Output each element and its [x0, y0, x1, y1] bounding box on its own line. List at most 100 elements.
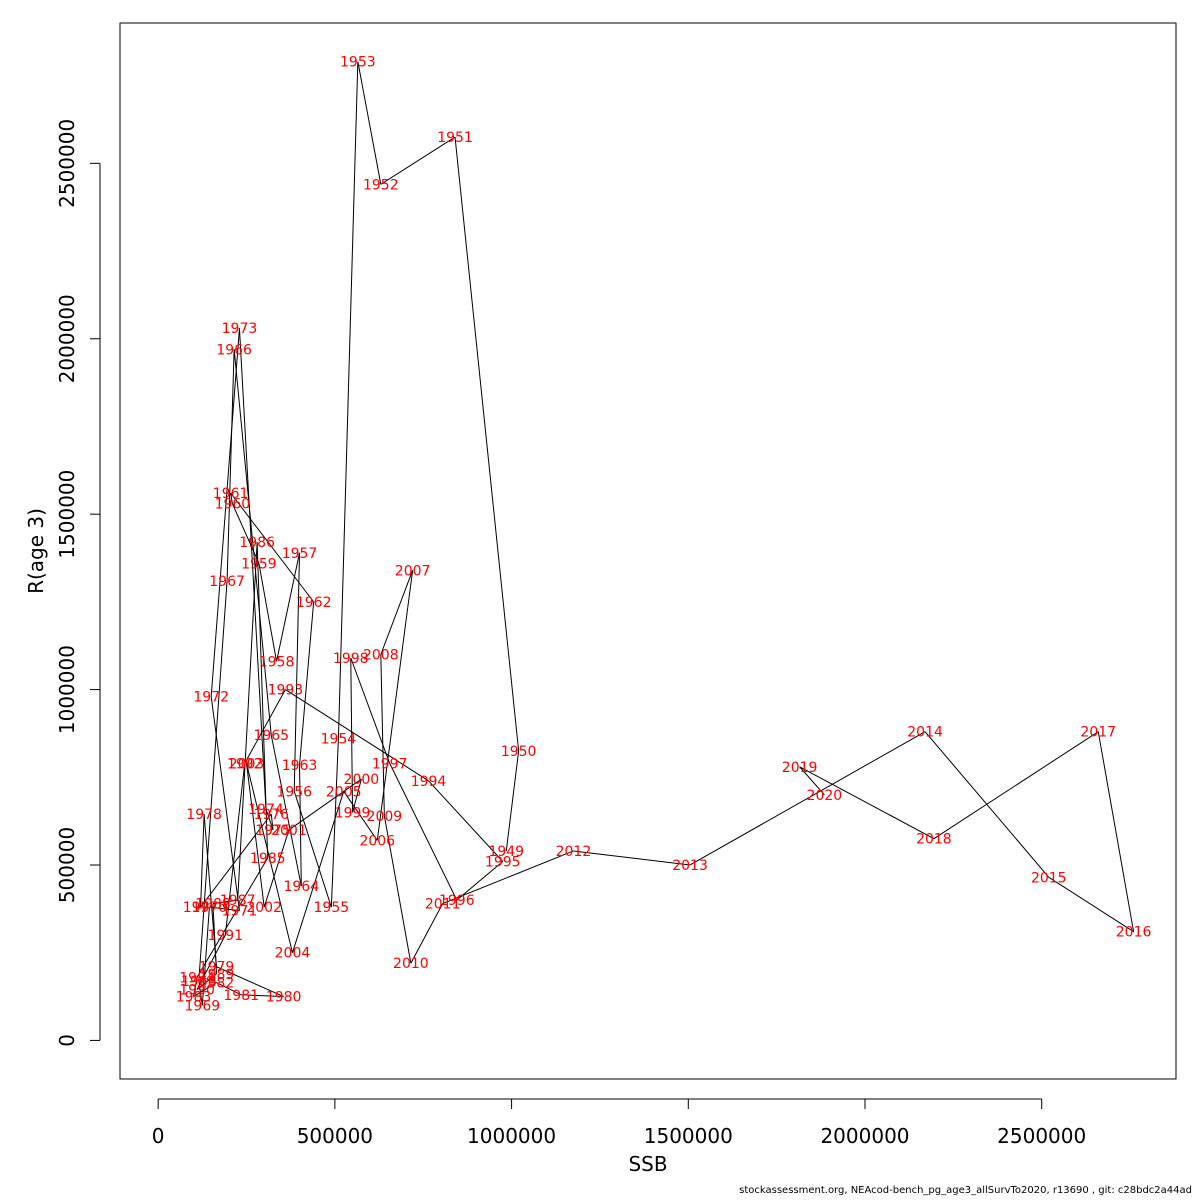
series-segment-2008-2009	[380, 654, 385, 816]
point-label-1994: 1994	[411, 774, 447, 790]
x-tick-label: 2500000	[997, 1124, 1086, 1148]
point-label-2004: 2004	[275, 946, 311, 962]
point-label-1970: 1970	[192, 900, 228, 916]
series-segment-2003-2004	[246, 763, 293, 953]
point-label-1974: 1974	[248, 802, 284, 818]
series-segment-1969-1970	[201, 907, 210, 1006]
point-label-1968: 1968	[181, 974, 217, 990]
point-label-1966: 1966	[216, 342, 252, 358]
point-label-group: 1949 1950 1951 1952 1953 1954 1955 1956 1957 1958…	[176, 55, 1152, 1015]
series-segment-1952-1953	[357, 61, 382, 185]
point-label-2019: 2019	[782, 760, 818, 776]
point-label-1958: 1958	[259, 655, 295, 671]
series-segment-1957-1958	[276, 552, 301, 662]
series-segment-1986-1987	[237, 542, 258, 901]
point-label-2002: 2002	[246, 900, 282, 916]
series-segment-1980-1981	[241, 994, 284, 998]
point-label-1983: 1983	[176, 990, 212, 1006]
series-segment-2009-2010	[383, 815, 412, 964]
point-label-1984: 1984	[179, 970, 215, 986]
point-label-1995: 1995	[485, 854, 521, 870]
series-segment-1993-1994	[285, 689, 429, 782]
series-segment-1983-1984	[193, 977, 198, 997]
series-segment-2015-2016	[1048, 876, 1134, 933]
series-segment-1991-1992	[224, 763, 246, 936]
series-segment-1953-1954	[337, 61, 359, 739]
point-label-1978: 1978	[186, 807, 222, 823]
series-segment-1961-1962	[230, 492, 315, 603]
series-segment-2011-2012	[442, 850, 574, 905]
point-label-1996: 1996	[439, 893, 475, 909]
plot-frame	[119, 22, 1177, 1080]
point-label-1963: 1963	[282, 758, 318, 774]
x-tick-label: 2000000	[820, 1124, 909, 1148]
x-tick-label: 500000	[297, 1124, 373, 1148]
point-label-2015: 2015	[1031, 870, 1067, 886]
series-segment-1971-1972	[210, 696, 240, 911]
series-segment-2004-2005	[291, 791, 345, 953]
series-segment-1989-1990	[196, 973, 217, 990]
point-label-1989: 1989	[199, 967, 235, 983]
point-label-1981: 1981	[223, 988, 259, 1004]
series-segment-1998-1999	[350, 657, 354, 813]
point-label-1973: 1973	[222, 321, 258, 337]
point-label-1949: 1949	[488, 844, 524, 860]
series-segment-1951-1952	[380, 136, 456, 185]
y-tick-label: 2500000	[55, 119, 79, 208]
series-segment-1982-1983	[193, 982, 217, 997]
point-label-1972: 1972	[193, 690, 229, 706]
series-segment-2017-2018	[933, 731, 1099, 840]
y-tick-label: 500000	[55, 827, 79, 903]
series-segment-1950-1951	[454, 136, 520, 752]
series-segment-1975-1976	[270, 814, 274, 830]
point-label-2011: 2011	[425, 897, 461, 913]
series-segment-1981-1982	[216, 982, 242, 996]
series-segment-2013-2014	[689, 731, 926, 866]
point-label-2014: 2014	[907, 725, 943, 741]
y-axis: 0 500000 1000000 1500000 2000000 2500000	[55, 119, 101, 1047]
point-label-2016: 2016	[1116, 925, 1152, 941]
series-segment-1966-1967	[226, 349, 235, 581]
series-segment-1984-1985	[196, 857, 269, 978]
footer-source-text: stockassessment.org, NEAcod-bench_pg_age…	[739, 1185, 1192, 1196]
series-segment-2016-2017	[1097, 731, 1135, 932]
series-segment-2001-2002	[263, 829, 290, 908]
series-segment-1992-1993	[244, 689, 286, 764]
series-segment-2002-2003	[246, 763, 265, 908]
point-label-2013: 2013	[672, 858, 708, 874]
y-tick-label: 0	[55, 1034, 79, 1047]
series-segment-2007-2008	[380, 570, 414, 655]
point-label-1964: 1964	[283, 879, 319, 895]
series-segment-2000-2001	[288, 778, 362, 831]
series-segment-2018-2019	[799, 766, 935, 840]
point-label-2003: 2003	[229, 756, 265, 772]
series-segment-1979-1980	[216, 966, 284, 998]
series-segment-2010-2011	[410, 903, 444, 964]
series-segment-1970-1971	[209, 906, 240, 912]
series-segment-1990-1991	[196, 934, 226, 990]
point-label-2000: 2000	[344, 772, 380, 788]
series-segment-1988-1989	[212, 903, 217, 974]
series-path-group	[193, 61, 1135, 1006]
point-label-1953: 1953	[340, 55, 376, 71]
point-label-2012: 2012	[556, 844, 592, 860]
point-label-1975: 1975	[255, 823, 291, 839]
point-label-1960: 1960	[215, 497, 251, 513]
series-segment-1987-1988	[212, 899, 238, 905]
x-axis: 0 500000 1000000 1500000 2000000 2500000	[152, 1098, 1086, 1148]
point-label-2020: 2020	[807, 788, 843, 804]
point-label-1988: 1988	[195, 897, 231, 913]
point-label-2005: 2005	[326, 784, 362, 800]
point-label-1954: 1954	[321, 732, 357, 748]
point-label-1979: 1979	[199, 960, 235, 976]
series-segment-1956-1957	[293, 552, 301, 792]
point-label-1991: 1991	[207, 928, 243, 944]
y-axis-title: R(age 3)	[24, 508, 48, 594]
series-segment-1949-1950	[505, 750, 520, 852]
series-segment-1954-1955	[330, 738, 339, 908]
series-segment-1995-1996	[456, 861, 504, 901]
series-segment-1960-1961	[230, 493, 233, 504]
point-label-1977: 1977	[183, 900, 219, 916]
point-label-2009: 2009	[367, 809, 403, 825]
point-label-1985: 1985	[250, 851, 286, 867]
